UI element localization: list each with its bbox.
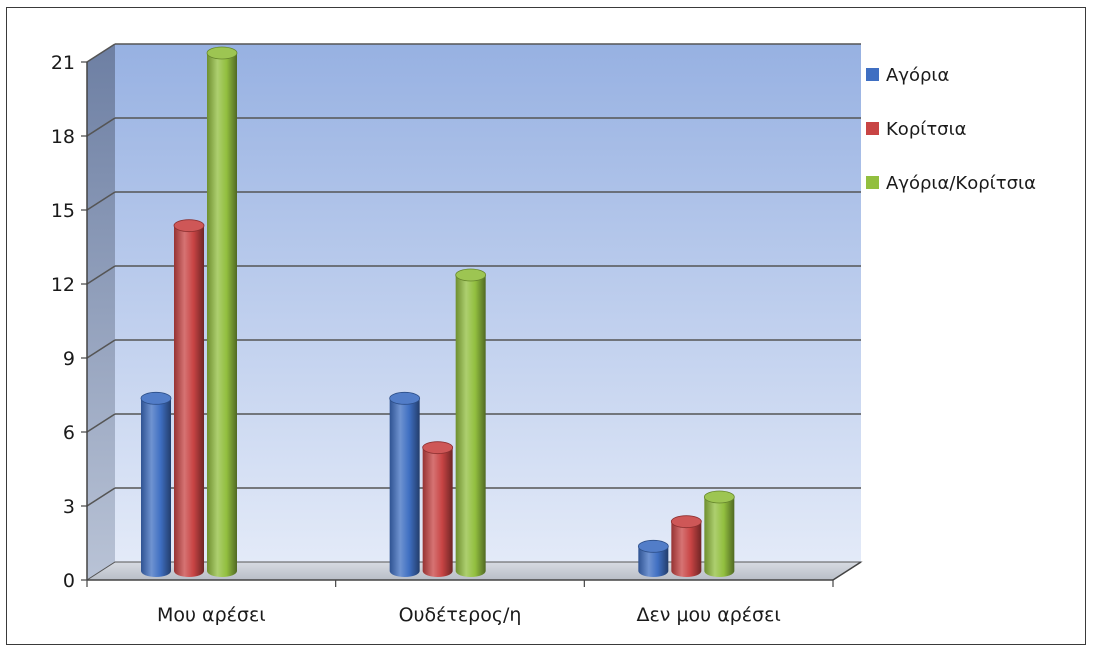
back-wall bbox=[115, 44, 861, 562]
bar-body bbox=[638, 546, 669, 577]
y-tick-label: 18 bbox=[51, 126, 75, 148]
x-category-label: Ουδέτερος/η bbox=[399, 604, 522, 626]
legend-label: Κορίτσια bbox=[886, 119, 967, 140]
axis-labels: 0 3 6 9 12 15 18 21 Μου αρέσει Ουδέτερος/η Δεν μου… bbox=[51, 52, 781, 626]
gridline-side bbox=[86, 191, 116, 211]
bar-body bbox=[389, 398, 420, 577]
legend-label: Αγόρια bbox=[886, 65, 949, 86]
bar bbox=[637, 539, 669, 577]
bar-body bbox=[207, 53, 237, 577]
x-category-label: Μου αρέσει bbox=[157, 604, 266, 626]
bar bbox=[455, 268, 487, 577]
bar-top bbox=[140, 391, 172, 405]
bar-top bbox=[173, 219, 205, 233]
bar-top bbox=[637, 539, 669, 553]
legend-swatch bbox=[866, 176, 879, 189]
bar bbox=[422, 441, 454, 577]
x-category-label: Δεν μου αρέσει bbox=[637, 604, 781, 626]
gridline-side bbox=[86, 43, 116, 63]
bar-body bbox=[704, 497, 735, 577]
legend-swatch bbox=[866, 122, 879, 135]
side-wall bbox=[87, 44, 115, 580]
bar-top bbox=[389, 391, 421, 405]
bar-top bbox=[206, 46, 238, 60]
bar bbox=[703, 490, 735, 577]
bars bbox=[140, 46, 735, 577]
y-tick-label: 15 bbox=[51, 200, 75, 222]
bar-body bbox=[174, 225, 204, 577]
gridline-side bbox=[86, 413, 116, 433]
bar bbox=[670, 515, 702, 577]
bar-body bbox=[422, 447, 453, 577]
bar bbox=[389, 391, 421, 577]
y-tick-label: 3 bbox=[63, 496, 75, 518]
y-tick-label: 0 bbox=[63, 570, 75, 592]
gridline-side bbox=[86, 487, 116, 507]
legend-label: Αγόρια/Κορίτσια bbox=[886, 173, 1036, 194]
y-tick-label: 12 bbox=[51, 274, 75, 296]
bar-body bbox=[455, 275, 486, 577]
bar-body bbox=[671, 521, 702, 577]
bar-body bbox=[141, 398, 171, 577]
bar-top bbox=[703, 490, 735, 504]
gridline-side bbox=[86, 339, 116, 359]
legend-swatch bbox=[866, 68, 879, 81]
gridline-side bbox=[86, 265, 116, 285]
gridline-side bbox=[86, 117, 116, 137]
bar-top bbox=[670, 515, 702, 529]
bar-top bbox=[422, 441, 454, 455]
legend: Αγόρια Κορίτσια Αγόρια/Κορίτσια bbox=[866, 65, 1036, 194]
bar bbox=[206, 46, 238, 577]
y-tick-label: 6 bbox=[63, 422, 75, 444]
y-tick-label: 21 bbox=[51, 52, 75, 74]
y-tick-label: 9 bbox=[63, 348, 75, 370]
floor-edge bbox=[832, 561, 862, 581]
bar bbox=[140, 391, 172, 577]
bar bbox=[173, 219, 205, 577]
bar-top bbox=[455, 268, 487, 282]
